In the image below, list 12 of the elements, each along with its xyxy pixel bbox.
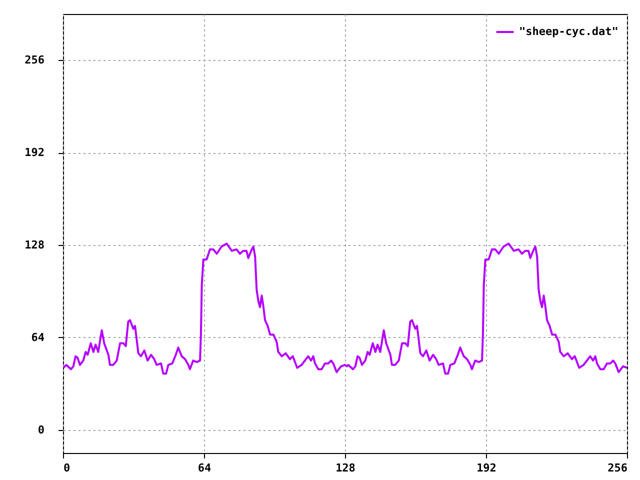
y-tick-label: 192: [24, 146, 44, 160]
legend-label: "sheep-cyc.dat": [519, 25, 618, 38]
x-tick-label: 256: [608, 462, 628, 474]
y-tick-label: 256: [24, 54, 45, 67]
x-tick-label: 192: [476, 462, 496, 474]
x-tick-label: 0: [64, 462, 70, 474]
x-tick-label: 64: [198, 462, 212, 474]
y-tick-label: 128: [24, 238, 44, 252]
x-tick-label: 128: [336, 462, 356, 474]
y-tick-label: 64: [31, 330, 45, 344]
y-tick-label: 0: [38, 423, 44, 436]
line-series: [63, 242, 627, 375]
